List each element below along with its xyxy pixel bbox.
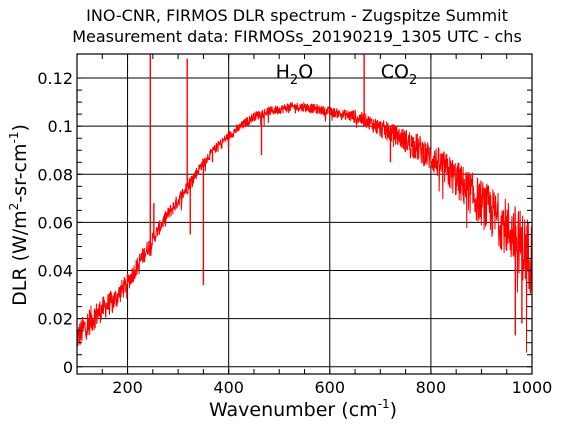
molecule-label: CO2	[381, 61, 418, 88]
y-tick-label: 0	[63, 358, 73, 377]
chart-title: INO-CNR, FIRMOS DLR spectrum - Zugspitze…	[86, 6, 508, 25]
y-axis-label: DLR (W/m2-sr-cm-1)	[7, 124, 31, 306]
y-tick-label: 0.12	[37, 69, 73, 88]
x-tick-label: 200	[112, 378, 143, 397]
y-tick-label: 0.04	[37, 262, 73, 281]
x-tick-label: 600	[315, 378, 346, 397]
grid	[77, 54, 533, 374]
chart-subtitle: Measurement data: FIRMOSs_20190219_1305 …	[72, 27, 522, 47]
molecule-label: H2O	[276, 61, 314, 88]
y-tick-label: 0.02	[37, 310, 73, 329]
absorption-spikes	[149, 54, 523, 336]
annotations: H2O CO2	[276, 61, 418, 88]
y-tick-label: 0.08	[37, 165, 73, 184]
y-tick-label: 0.06	[37, 213, 73, 232]
y-axis: 0 0.02 0.04 0.06 0.08 0.1 0.12	[37, 69, 532, 377]
plot-area	[76, 54, 533, 353]
dlr-series-line	[76, 101, 533, 353]
x-axis-label: Wavenumber (cm-1)	[209, 397, 397, 421]
x-tick-label: 1000	[512, 378, 553, 397]
y-tick-label: 0.1	[48, 117, 73, 136]
plot-frame	[76, 53, 533, 375]
x-axis: 200 400 600 800 1000	[76, 54, 553, 397]
x-tick-label: 800	[416, 378, 447, 397]
x-tick-label: 400	[213, 378, 244, 397]
